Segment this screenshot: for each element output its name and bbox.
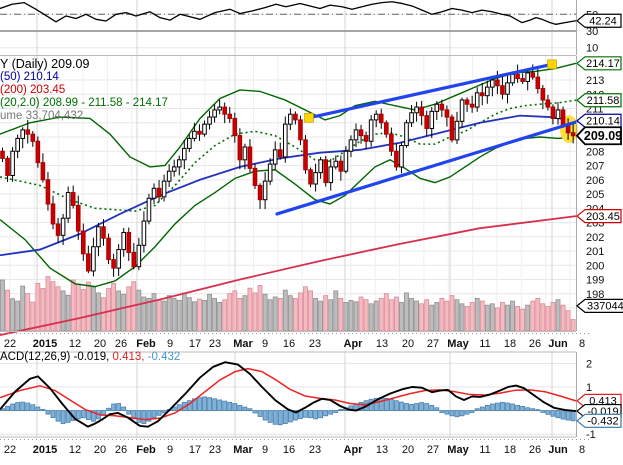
date-axis-label-main: 13: [376, 338, 388, 350]
price-axis-label: 213: [586, 75, 604, 87]
date-axis-label-main: 8: [579, 338, 585, 350]
rsi-panel: [0, 1, 577, 32]
date-axis-label-main: 23: [209, 338, 221, 350]
date-axis-label-macd: 9: [262, 444, 268, 456]
price-axis-label: 208: [586, 146, 604, 158]
date-axis-label-macd: 18: [504, 444, 516, 456]
date-axis-label-macd: 9: [167, 444, 173, 456]
macd-legend: ACD(12,26,9) -0.019, 0.413, -0.432: [0, 351, 180, 363]
date-axis-label-macd: 16: [283, 444, 295, 456]
date-axis-label-macd: 13: [376, 444, 388, 456]
price-axis-label: 205: [586, 189, 604, 201]
axis-callout-text: 214.17: [586, 58, 620, 70]
date-axis-label-macd: 12: [69, 444, 81, 456]
date-axis-label-main: 9: [167, 338, 173, 350]
axis-callout: [575, 126, 622, 146]
price-axis-label: 201: [586, 246, 604, 258]
axis-callout-text: 209.09: [584, 129, 622, 143]
date-axis-label-macd: 2015: [33, 444, 57, 456]
date-axis-label-macd: 27: [427, 444, 439, 456]
macd-legend-params: ACD(12,26,9) -0.019,: [0, 351, 110, 363]
axis-callout: [576, 208, 622, 224]
axis-callout-text: -0.432: [587, 416, 618, 428]
rsi-axis-label: 30: [586, 26, 598, 38]
date-axis-label-main: 26: [115, 338, 127, 350]
date-axis-label-macd: 20: [402, 444, 414, 456]
macd-panel: [0, 361, 577, 428]
date-axis-label-main: Apr: [344, 338, 364, 350]
date-axis-label-main: 2015: [33, 338, 57, 350]
axis-callout: [576, 93, 622, 108]
rsi-axis-label: 10: [586, 43, 598, 55]
axis-callout: [576, 413, 622, 428]
macd-legend-signal-value: 0.413,: [109, 351, 145, 363]
date-axis-label-main: 22: [4, 338, 16, 350]
date-axis-label-macd: 22: [4, 444, 16, 456]
date-axis-label-macd: 20: [94, 444, 106, 456]
axis-callout: [576, 13, 622, 28]
axis-callout: [576, 56, 622, 71]
axis-callout-text: 203.45: [586, 211, 620, 223]
date-axis-label-macd: Apr: [344, 444, 364, 456]
date-axis-label-macd: 8: [579, 444, 585, 456]
volume-bars: [0, 276, 576, 332]
date-axis-label-macd: Mar: [233, 444, 253, 456]
macd-legend-hist-value: -0.432: [144, 351, 181, 363]
price-axis-label: 199: [586, 275, 604, 287]
price-axis-label: 206: [586, 175, 604, 187]
date-axis-label-macd: 17: [189, 444, 201, 456]
date-axis-label-main: 26: [529, 338, 541, 350]
candles-layer: [0, 64, 576, 277]
axis-callout-text: 33704432: [587, 301, 623, 313]
date-axis-label-macd: May: [447, 444, 469, 456]
date-axis-label-macd: 26: [115, 444, 127, 456]
date-axis-label-main: 18: [504, 338, 516, 350]
date-axis-label-main: Feb: [136, 338, 156, 350]
date-axis-label-macd: 23: [309, 444, 321, 456]
macd-axis-label: 2: [586, 358, 592, 370]
date-axis-label-main: 12: [69, 338, 81, 350]
macd-axis-label: -1: [586, 429, 596, 441]
axis-callout: [576, 113, 622, 128]
price-axis-label: 200: [586, 260, 604, 272]
legend-bollinger-line: (20,2.0) 208.99 - 211.58 - 214.17: [0, 97, 168, 109]
date-axis-label-main: Jun: [548, 338, 568, 350]
legend-volume-line: ume 33,704,432: [0, 110, 84, 122]
date-axis-label-main: 11: [479, 338, 490, 350]
date-axis-label-main: May: [447, 338, 469, 350]
date-axis-label-main: 23: [309, 338, 321, 350]
date-axis-label-main: Mar: [233, 338, 253, 350]
date-axis-label-macd: Feb: [136, 444, 156, 456]
date-axis-label-main: 20: [402, 338, 414, 350]
date-axis-label-macd: 23: [209, 444, 221, 456]
axis-callout-text: 210.14: [586, 116, 620, 128]
legend-ma50-line: (50) 210.14: [0, 71, 59, 83]
date-axis-label-macd: 26: [529, 444, 541, 456]
panel-borders: [0, 0, 590, 440]
date-axis-label-main: 27: [427, 338, 439, 350]
price-axis-label: 207: [586, 161, 604, 173]
legend-symbol-line: Y (Daily) 209.09: [0, 57, 90, 71]
trendline-annotations: [275, 59, 578, 216]
date-axis-label-main: 16: [283, 338, 295, 350]
date-axis-label-main: 9: [262, 338, 268, 350]
date-axis-label-main: 20: [94, 338, 106, 350]
date-axis-label-macd: Jun: [548, 444, 568, 456]
price-axis-label: 198: [586, 289, 604, 301]
date-axis-label-macd: 11: [479, 444, 490, 456]
overlay-lines: [0, 62, 577, 336]
chart-legend: Y (Daily) 209.09 (50) 210.14 (200) 203.4…: [0, 58, 168, 123]
macd-axis-label: 1: [586, 382, 592, 394]
date-axis-label-main: 17: [189, 338, 201, 350]
price-axis-label: 202: [586, 232, 604, 244]
axis-callout-text: 42.24: [589, 16, 617, 28]
legend-ma200-line: (200) 203.45: [0, 84, 66, 96]
axis-callout-text: 211.58: [587, 95, 620, 107]
axis-callout: [576, 298, 623, 313]
